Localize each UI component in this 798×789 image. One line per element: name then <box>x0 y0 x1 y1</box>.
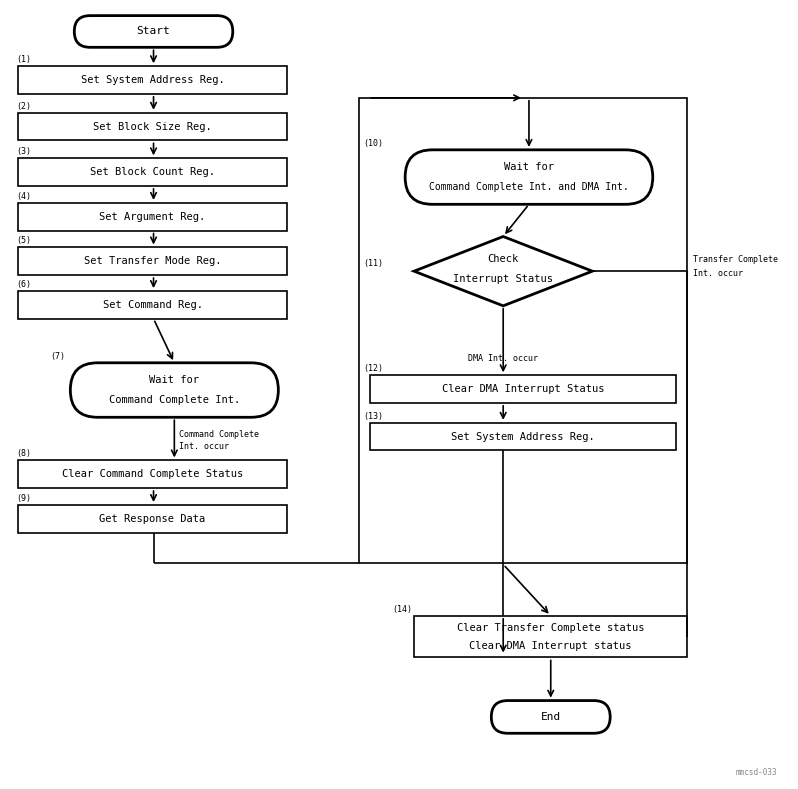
FancyBboxPatch shape <box>18 460 287 488</box>
Text: (5): (5) <box>16 237 31 245</box>
FancyBboxPatch shape <box>18 66 287 94</box>
FancyBboxPatch shape <box>370 376 676 403</box>
FancyBboxPatch shape <box>18 291 287 319</box>
Text: Int. occur: Int. occur <box>180 442 229 451</box>
Text: Wait for: Wait for <box>504 163 554 172</box>
FancyBboxPatch shape <box>18 113 287 140</box>
Text: Set System Address Reg.: Set System Address Reg. <box>81 75 224 85</box>
Text: Check: Check <box>488 254 519 264</box>
Text: (6): (6) <box>16 280 31 289</box>
FancyBboxPatch shape <box>74 16 233 47</box>
FancyBboxPatch shape <box>18 505 287 533</box>
FancyBboxPatch shape <box>70 363 279 417</box>
Text: mmcsd-033: mmcsd-033 <box>736 768 777 777</box>
FancyBboxPatch shape <box>370 423 676 451</box>
Text: (11): (11) <box>364 259 384 267</box>
Text: (10): (10) <box>364 139 384 148</box>
Text: Int. occur: Int. occur <box>693 269 744 278</box>
Text: (4): (4) <box>16 192 31 201</box>
FancyBboxPatch shape <box>405 150 653 204</box>
Text: Set Command Reg.: Set Command Reg. <box>103 300 203 310</box>
Text: Get Response Data: Get Response Data <box>100 514 206 524</box>
Text: Clear DMA Interrupt Status: Clear DMA Interrupt Status <box>442 384 604 394</box>
FancyBboxPatch shape <box>18 159 287 186</box>
Text: Wait for: Wait for <box>149 375 200 385</box>
Text: Set Transfer Mode Reg.: Set Transfer Mode Reg. <box>84 256 221 266</box>
Text: Command Complete Int. and DMA Int.: Command Complete Int. and DMA Int. <box>429 182 629 192</box>
Text: (9): (9) <box>16 494 31 503</box>
Text: Interrupt Status: Interrupt Status <box>453 274 553 284</box>
Text: Transfer Complete: Transfer Complete <box>693 255 778 264</box>
Text: Clear Transfer Complete status: Clear Transfer Complete status <box>457 623 645 633</box>
Text: Command Complete: Command Complete <box>180 430 259 439</box>
Text: (1): (1) <box>16 55 31 64</box>
Text: Command Complete Int.: Command Complete Int. <box>109 395 240 405</box>
FancyBboxPatch shape <box>358 98 687 563</box>
Text: Start: Start <box>136 27 171 36</box>
Text: End: End <box>540 712 561 722</box>
Text: Set Block Count Reg.: Set Block Count Reg. <box>90 167 215 177</box>
FancyBboxPatch shape <box>18 248 287 275</box>
Text: (2): (2) <box>16 102 31 110</box>
FancyBboxPatch shape <box>414 616 687 657</box>
Polygon shape <box>414 237 592 306</box>
Text: (3): (3) <box>16 148 31 156</box>
Text: (13): (13) <box>364 412 384 421</box>
Text: Set System Address Reg.: Set System Address Reg. <box>451 432 595 442</box>
Text: DMA Int. occur: DMA Int. occur <box>468 353 538 363</box>
Text: (8): (8) <box>16 450 31 458</box>
Text: (14): (14) <box>392 605 412 614</box>
Text: (12): (12) <box>364 365 384 373</box>
Text: (7): (7) <box>50 352 65 361</box>
FancyBboxPatch shape <box>492 701 610 733</box>
FancyBboxPatch shape <box>18 203 287 230</box>
Text: Clear DMA Interrupt status: Clear DMA Interrupt status <box>469 641 632 651</box>
Text: Set Argument Reg.: Set Argument Reg. <box>100 211 206 222</box>
Text: Set Block Size Reg.: Set Block Size Reg. <box>93 122 212 132</box>
Text: Clear Command Complete Status: Clear Command Complete Status <box>62 469 243 479</box>
